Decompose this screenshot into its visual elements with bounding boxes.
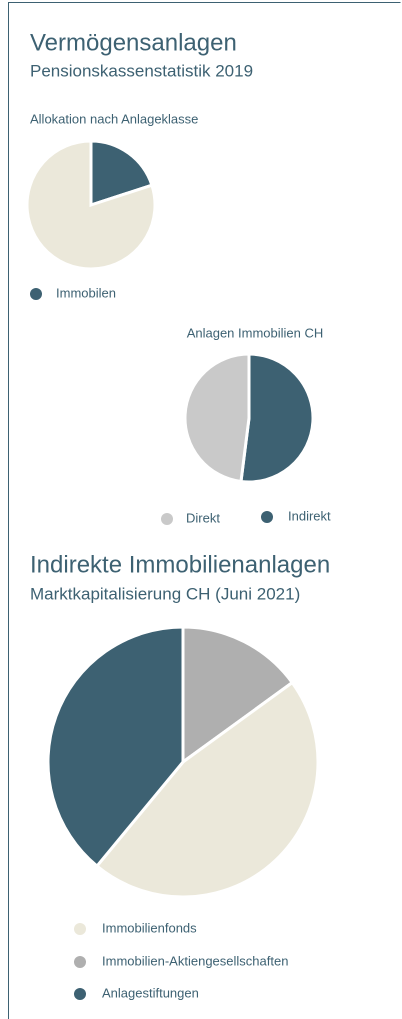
legend-marker [261, 511, 273, 523]
section-title: Indirekte Immobilienanlagen [30, 551, 330, 578]
legend-label: Immobilen [56, 285, 116, 300]
chart-title: Anlagen Immobilien CH [187, 325, 324, 340]
frame [8, 2, 401, 1019]
pie-slice [94, 680, 320, 899]
legend-label: Direkt [186, 510, 220, 525]
legend-label: Immobilienfonds [102, 920, 197, 935]
pie-slice [25, 139, 157, 271]
legend-marker [30, 288, 42, 300]
legend-label: Immobilien-Aktiengesellschaften [102, 953, 288, 968]
legend-marker [161, 513, 173, 525]
legend-label: Indirekt [288, 508, 331, 523]
chart-title: Allokation nach Anlageklasse [30, 111, 198, 126]
legend-marker [74, 956, 86, 968]
legend-marker [74, 988, 86, 1000]
pie-slice [181, 625, 295, 765]
legend-marker [74, 923, 86, 935]
pie-slice [183, 352, 251, 484]
legend-label: Anlagestiftungen [102, 985, 199, 1000]
title: Vermögensanlagen [30, 29, 237, 56]
section-subtitle: Marktkapitalisierung CH (Juni 2021) [30, 584, 300, 603]
subtitle: Pensionskassenstatistik 2019 [30, 61, 253, 80]
pie-slice [239, 352, 315, 484]
pie-slice [46, 625, 185, 869]
